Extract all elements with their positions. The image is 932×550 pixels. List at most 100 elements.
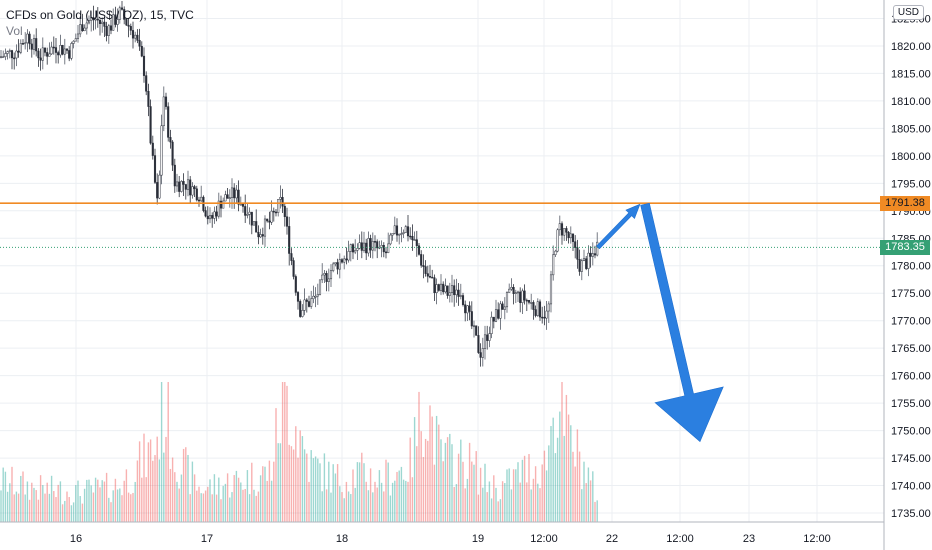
candle-body [142,55,146,76]
candle-body [246,214,249,216]
volume-bar [255,495,257,522]
candle-body [268,220,271,223]
candle-body [101,21,104,24]
volume-bar [86,479,88,522]
candle-body [270,210,273,223]
volume-bar [191,461,194,522]
candle-body [483,334,487,349]
candle-body [15,50,18,59]
volume-bar [372,492,374,522]
candle-body [114,14,117,25]
candle-body [50,46,53,55]
volume-bar [303,449,306,522]
candle-body [250,211,253,226]
volume-bar [543,450,546,522]
volume-bar [72,502,75,522]
candle-body [21,43,25,45]
candle-body [325,273,328,282]
volume-bar [387,462,389,522]
candle-body [180,181,183,192]
volume-bar [328,461,330,522]
volume-bar [464,488,466,522]
candle-body [503,306,506,310]
volume-bar [290,446,293,522]
volume-bar [257,491,260,522]
volume-bar [308,481,310,522]
candle-body [79,24,82,35]
candle-body [409,235,412,238]
volume-bar [42,485,44,522]
volume-bar [440,439,442,522]
volume-bar [554,453,557,522]
volume-bar [442,461,444,522]
volume-bar [462,461,464,522]
volume-bar [552,417,554,522]
candle-body [563,228,566,236]
projection-arrow-up[interactable] [596,203,641,250]
volume-bar [556,437,559,522]
volume-bar [193,474,196,522]
volume-bar [48,493,51,522]
projection-arrow-down[interactable] [640,202,724,443]
volume-bar [33,487,35,522]
candle-body [453,285,456,296]
candle-body [367,238,370,254]
candle-body [406,226,410,237]
candle-body [116,19,119,25]
candle-body [92,17,95,21]
candle-body [457,289,460,297]
candle-body [428,275,432,278]
y-tick-label: 1755.00 [891,398,931,410]
candle-body [501,303,504,310]
volume-bar [288,444,290,522]
volume-bar [420,431,422,522]
candle-body [422,265,425,267]
candle-body [226,194,229,199]
volume-bar [103,481,106,522]
candle-body [525,299,528,302]
candle-body [552,254,555,276]
volume-bar [281,382,284,522]
volume-bar [334,473,337,522]
candle-body [277,199,280,213]
candle-body [61,45,64,55]
candle-body [569,233,572,239]
candle-body [178,181,181,192]
candle-body [585,258,588,269]
candle-body [197,199,201,202]
volume-bar [174,472,176,522]
volume-bar [275,408,277,522]
candle-body [129,26,132,31]
candle-body [400,233,403,235]
candle-body [57,52,60,56]
candle-body [343,258,346,263]
volume-bar [317,458,319,522]
candle-body [217,200,220,217]
volume-bar [497,501,499,522]
last-price-tag: 1783.35 [880,240,930,256]
volume-bar [431,416,433,522]
candle-body [442,283,445,293]
volume-bar [301,436,304,522]
volume-bar [207,486,209,522]
candle-body [329,270,333,280]
candle-body [560,223,564,236]
volume-bar [361,452,363,522]
candle-body [131,30,135,39]
volume-bar [81,503,84,522]
candle-body [32,38,36,50]
volume-bar [253,489,255,522]
volume-bar [136,460,139,522]
candle-body [19,43,22,53]
currency-button[interactable]: USD [892,5,924,20]
projection-arrows[interactable] [596,202,724,443]
x-tick-label: 16 [70,533,82,545]
candle-body [576,247,579,260]
volume-bar [587,467,590,522]
volume-bar [332,464,334,522]
y-tick-label: 1765.00 [891,343,931,355]
volume-bar [6,491,9,522]
volume-bar [433,464,436,522]
volume-bar [572,451,574,522]
